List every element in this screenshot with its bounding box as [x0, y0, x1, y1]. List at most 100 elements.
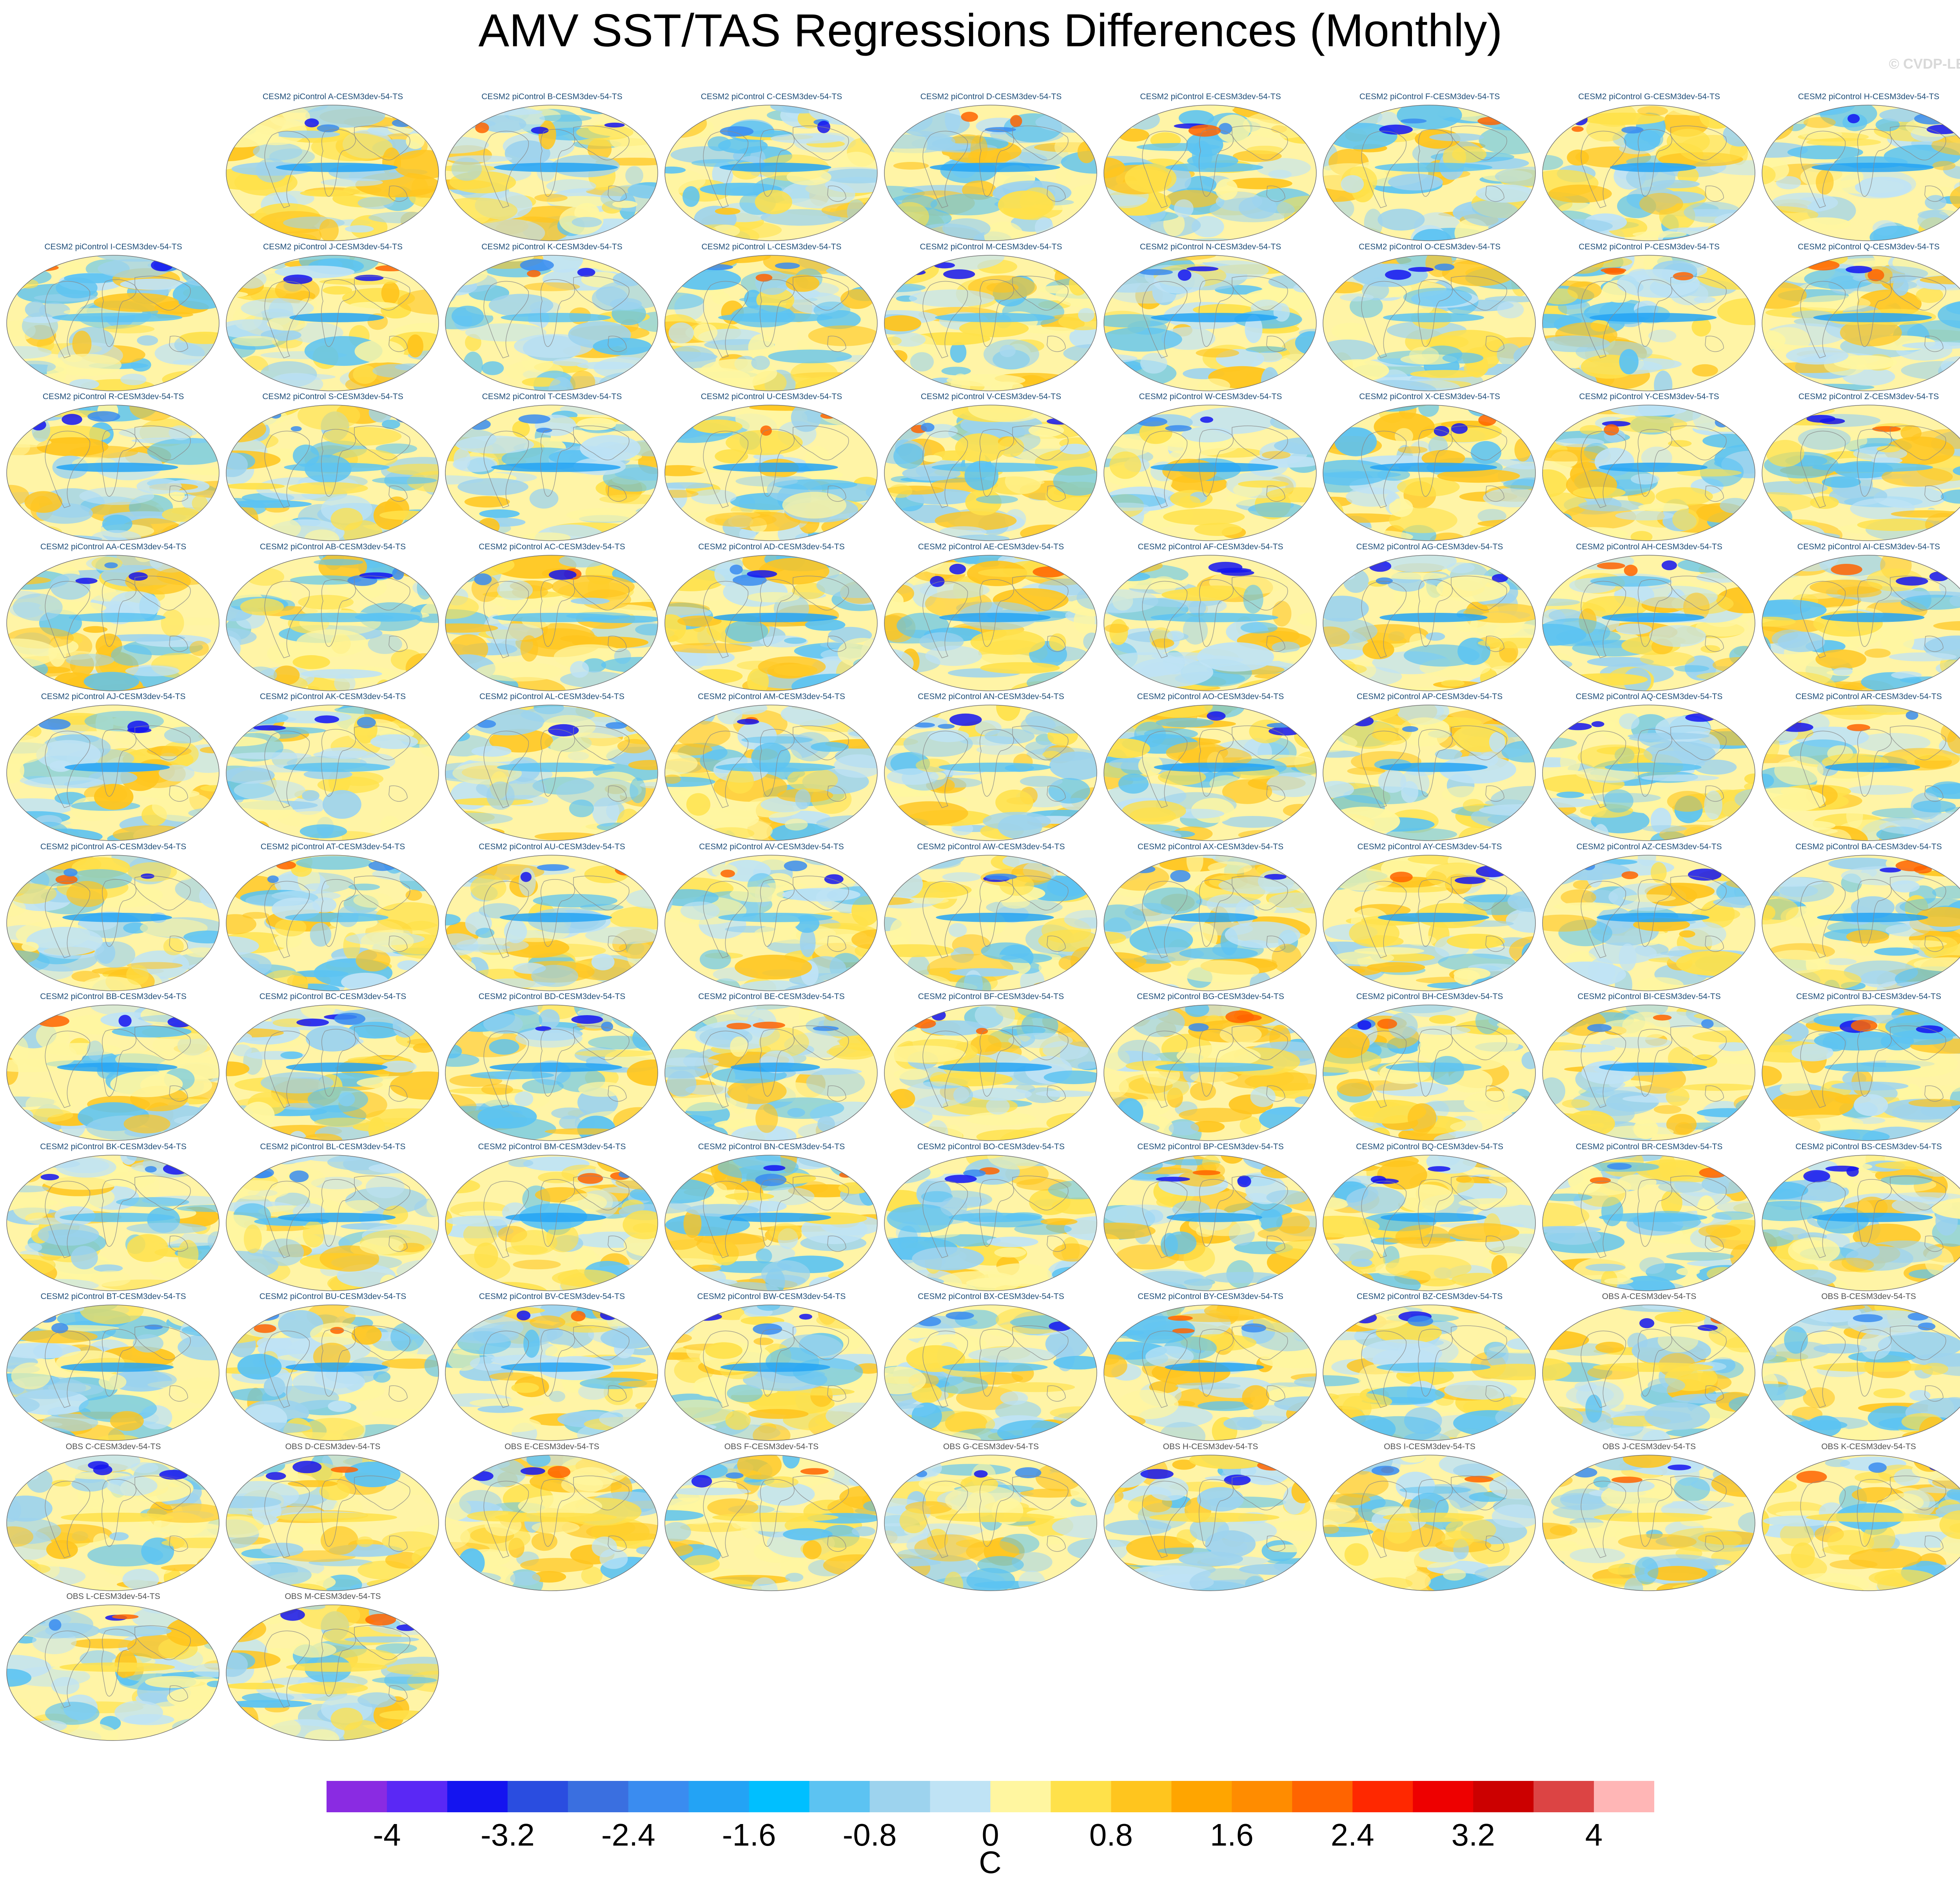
map-field: [1103, 1455, 1317, 1591]
map-panel: CESM2 piControl AI-CESM3dev-54-TS: [1761, 542, 1960, 691]
map-field: [445, 1155, 658, 1291]
map-panel: CESM2 piControl BA-CESM3dev-54-TS: [1761, 842, 1960, 991]
map-panel: OBS G-CESM3dev-54-TS: [883, 1442, 1099, 1591]
panel-title: CESM2 piControl AW-CESM3dev-54-TS: [917, 842, 1065, 851]
map-panel: CESM2 piControl V-CESM3dev-54-TS: [883, 392, 1099, 541]
colorbar-swatch: [507, 1781, 568, 1812]
map-panel: OBS M-CESM3dev-54-TS: [225, 1592, 441, 1741]
map-panel: CESM2 piControl D-CESM3dev-54-TS: [883, 92, 1099, 241]
map-panel: CESM2 piControl Q-CESM3dev-54-TS: [1761, 242, 1960, 391]
map-panel: CESM2 piControl BO-CESM3dev-54-TS: [883, 1142, 1099, 1291]
map-field: [884, 1155, 1097, 1291]
map-panel: CESM2 piControl J-CESM3dev-54-TS: [225, 242, 441, 391]
map-panel: CESM2 piControl AB-CESM3dev-54-TS: [225, 542, 441, 691]
map-field: [445, 1305, 658, 1441]
map-field: [1323, 1155, 1536, 1291]
panel-title: CESM2 piControl AD-CESM3dev-54-TS: [698, 542, 845, 551]
map-panel: CESM2 piControl BJ-CESM3dev-54-TS: [1761, 992, 1960, 1141]
map-panel: CESM2 piControl H-CESM3dev-54-TS: [1761, 92, 1960, 241]
map-field: [6, 1005, 220, 1141]
panel-title: OBS J-CESM3dev-54-TS: [1602, 1442, 1696, 1451]
map-field: [884, 705, 1097, 841]
map-panel: CESM2 piControl AE-CESM3dev-54-TS: [883, 542, 1099, 691]
panel-title: CESM2 piControl D-CESM3dev-54-TS: [920, 92, 1062, 101]
colorbar-swatch: [990, 1781, 1051, 1812]
map-field: [664, 555, 878, 691]
panel-title: CESM2 piControl BG-CESM3dev-54-TS: [1137, 992, 1284, 1001]
map-field: [1103, 255, 1317, 391]
panel-title: CESM2 piControl J-CESM3dev-54-TS: [263, 242, 403, 251]
map-field: [226, 1604, 439, 1741]
colorbar-swatch: [327, 1781, 387, 1812]
map-panel: OBS C-CESM3dev-54-TS: [5, 1442, 221, 1591]
map-panel: CESM2 piControl AH-CESM3dev-54-TS: [1541, 542, 1757, 691]
map-field: [1103, 1155, 1317, 1291]
panel-title: OBS A-CESM3dev-54-TS: [1602, 1292, 1697, 1301]
map-panel: CESM2 piControl AT-CESM3dev-54-TS: [225, 842, 441, 991]
panel-title: CESM2 piControl F-CESM3dev-54-TS: [1359, 92, 1500, 101]
panel-title: CESM2 piControl BT-CESM3dev-54-TS: [40, 1292, 186, 1301]
panel-title: CESM2 piControl BE-CESM3dev-54-TS: [698, 992, 845, 1001]
colorbar-tick-label: -3.2: [480, 1817, 535, 1852]
map-panel: CESM2 piControl BS-CESM3dev-54-TS: [1761, 1142, 1960, 1291]
map-panel: CESM2 piControl AJ-CESM3dev-54-TS: [5, 692, 221, 841]
panel-title: CESM2 piControl BP-CESM3dev-54-TS: [1137, 1142, 1284, 1151]
map-field: [1762, 555, 1960, 691]
panel-title: CESM2 piControl Y-CESM3dev-54-TS: [1579, 392, 1719, 401]
map-field: [1762, 105, 1960, 241]
panel-title: CESM2 piControl AY-CESM3dev-54-TS: [1357, 842, 1502, 851]
map-panel: CESM2 piControl BI-CESM3dev-54-TS: [1541, 992, 1757, 1141]
panel-title: CESM2 piControl AQ-CESM3dev-54-TS: [1575, 692, 1723, 701]
panel-title: CESM2 piControl AO-CESM3dev-54-TS: [1137, 692, 1284, 701]
map-field: [884, 1305, 1097, 1441]
map-field: [445, 1455, 658, 1591]
panel-title: CESM2 piControl BH-CESM3dev-54-TS: [1356, 992, 1503, 1001]
map-panel: CESM2 piControl BM-CESM3dev-54-TS: [444, 1142, 660, 1291]
panel-title: CESM2 piControl BN-CESM3dev-54-TS: [698, 1142, 845, 1151]
map-field: [445, 705, 658, 841]
colorbar-tick-label: -2.4: [601, 1817, 655, 1852]
panel-title: OBS G-CESM3dev-54-TS: [943, 1442, 1039, 1451]
panel-title: CESM2 piControl AC-CESM3dev-54-TS: [479, 542, 625, 551]
colorbar-swatch: [1051, 1781, 1111, 1812]
panel-title: OBS M-CESM3dev-54-TS: [285, 1592, 381, 1601]
panel-title: CESM2 piControl BQ-CESM3dev-54-TS: [1356, 1142, 1503, 1151]
panel-title: CESM2 piControl BA-CESM3dev-54-TS: [1795, 842, 1942, 851]
colorbar-tick-label: 1.6: [1210, 1817, 1254, 1852]
panel-title: OBS K-CESM3dev-54-TS: [1821, 1442, 1916, 1451]
map-field: [226, 555, 439, 691]
panel-title: CESM2 piControl BK-CESM3dev-54-TS: [40, 1142, 187, 1151]
panel-title: CESM2 piControl BR-CESM3dev-54-TS: [1575, 1142, 1723, 1151]
map-field: [1103, 405, 1317, 541]
map-panel: CESM2 piControl W-CESM3dev-54-TS: [1103, 392, 1318, 541]
panel-title: CESM2 piControl L-CESM3dev-54-TS: [701, 242, 842, 251]
panel-title: CESM2 piControl AH-CESM3dev-54-TS: [1576, 542, 1722, 551]
map-field: [1323, 105, 1536, 241]
map-field: [6, 1305, 220, 1441]
colorbar-tick-label: -0.8: [842, 1817, 897, 1852]
map-panel: CESM2 piControl BH-CESM3dev-54-TS: [1322, 992, 1537, 1141]
map-panel: CESM2 piControl S-CESM3dev-54-TS: [225, 392, 441, 541]
map-field: [1542, 1005, 1755, 1141]
map-field: [226, 705, 439, 841]
panel-title: CESM2 piControl P-CESM3dev-54-TS: [1579, 242, 1720, 251]
map-panel: CESM2 piControl Z-CESM3dev-54-TS: [1761, 392, 1960, 541]
map-panel: OBS F-CESM3dev-54-TS: [664, 1442, 879, 1591]
colorbar-swatch: [688, 1781, 750, 1812]
colorbar-swatch: [1473, 1781, 1534, 1812]
panel-title: CESM2 piControl R-CESM3dev-54-TS: [42, 392, 184, 401]
map-panel: CESM2 piControl T-CESM3dev-54-TS: [444, 392, 660, 541]
colorbar-swatch: [1232, 1781, 1292, 1812]
map-field: [1323, 255, 1536, 391]
map-field: [6, 1604, 220, 1741]
map-panel: CESM2 piControl P-CESM3dev-54-TS: [1541, 242, 1757, 391]
map-panel: OBS B-CESM3dev-54-TS: [1761, 1292, 1960, 1441]
panel-title: CESM2 piControl Q-CESM3dev-54-TS: [1798, 242, 1940, 251]
panel-title: CESM2 piControl S-CESM3dev-54-TS: [262, 392, 403, 401]
map-panel: CESM2 piControl BC-CESM3dev-54-TS: [225, 992, 441, 1141]
map-panel: OBS J-CESM3dev-54-TS: [1541, 1442, 1757, 1591]
panel-title: CESM2 piControl AG-CESM3dev-54-TS: [1356, 542, 1503, 551]
map-panel: CESM2 piControl AS-CESM3dev-54-TS: [5, 842, 221, 991]
map-field: [664, 255, 878, 391]
map-field: [1103, 855, 1317, 991]
